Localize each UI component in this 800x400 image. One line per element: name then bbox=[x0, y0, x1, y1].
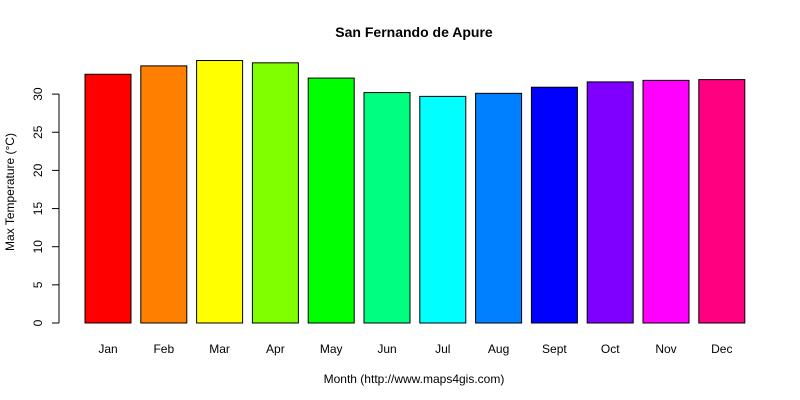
x-tick-label-sept: Sept bbox=[542, 342, 567, 356]
y-tick-label-3: 15 bbox=[31, 202, 45, 216]
x-tick-label-aug: Aug bbox=[488, 342, 509, 356]
x-tick-label-may: May bbox=[320, 342, 343, 356]
bar-may bbox=[307, 77, 355, 324]
y-axis: 0 5 10 15 20 25 30 bbox=[31, 87, 60, 326]
y-tick-label-1: 5 bbox=[31, 281, 45, 288]
x-tick-labels: Jan Feb Mar Apr May Jun Jul Aug Sept Oct Nov Dec bbox=[98, 342, 732, 356]
x-tick-label-jun: Jun bbox=[377, 342, 396, 356]
x-tick-label-feb: Feb bbox=[153, 342, 174, 356]
bars bbox=[84, 60, 746, 324]
bar-jul bbox=[419, 95, 467, 324]
x-tick-label-nov: Nov bbox=[655, 342, 676, 356]
bar-apr bbox=[251, 62, 299, 324]
bar-jan bbox=[84, 73, 132, 324]
bar-sept bbox=[530, 86, 578, 324]
x-tick-label-jul: Jul bbox=[435, 342, 450, 356]
y-tick-label-4: 20 bbox=[31, 163, 45, 177]
y-tick-label-5: 25 bbox=[31, 125, 45, 139]
x-tick-label-jan: Jan bbox=[98, 342, 117, 356]
y-tick-label-6: 30 bbox=[31, 87, 45, 101]
bar-nov bbox=[642, 79, 690, 324]
chart-title: San Fernando de Apure bbox=[335, 24, 493, 40]
x-tick-label-mar: Mar bbox=[209, 342, 230, 356]
y-tick-label-2: 10 bbox=[31, 240, 45, 254]
bar-feb bbox=[140, 65, 188, 324]
x-tick-label-apr: Apr bbox=[266, 342, 285, 356]
y-axis-label: Max Temperature (°C) bbox=[3, 133, 17, 251]
bar-jun bbox=[363, 92, 411, 324]
x-tick-label-dec: Dec bbox=[711, 342, 732, 356]
bar-mar bbox=[196, 60, 244, 324]
bar-dec bbox=[698, 79, 746, 324]
bar-oct bbox=[586, 81, 634, 324]
x-axis-label: Month (http://www.maps4gis.com) bbox=[324, 372, 505, 386]
bar-aug bbox=[475, 92, 523, 324]
y-tick-label-0: 0 bbox=[31, 319, 45, 326]
x-tick-label-oct: Oct bbox=[601, 342, 620, 356]
